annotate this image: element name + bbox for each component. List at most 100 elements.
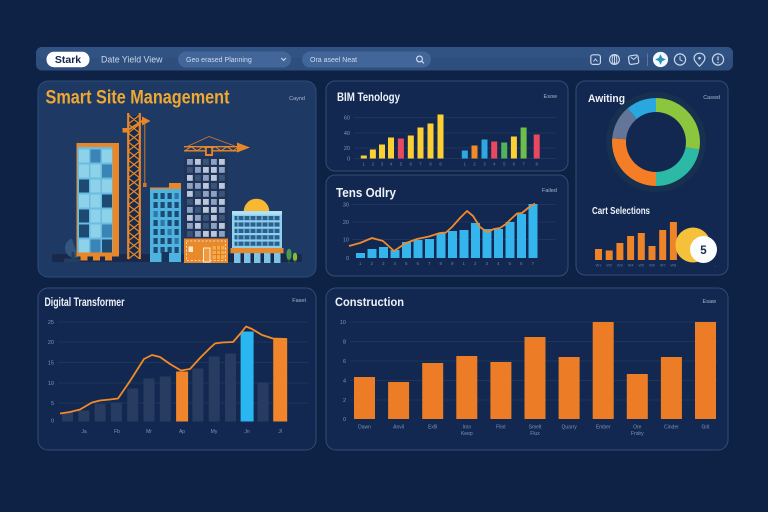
svg-text:40: 40 bbox=[344, 131, 350, 137]
svg-text:20: 20 bbox=[344, 146, 350, 152]
svg-text:W4: W4 bbox=[628, 264, 634, 268]
svg-text:6: 6 bbox=[343, 359, 346, 365]
svg-text:3: 3 bbox=[485, 261, 488, 266]
svg-text:25: 25 bbox=[48, 320, 54, 326]
svg-text:Fndry: Fndry bbox=[631, 431, 644, 437]
svg-text:Cart Selections: Cart Selections bbox=[592, 206, 650, 217]
svg-text:Date Yield View: Date Yield View bbox=[101, 55, 163, 65]
svg-text:Exfil: Exfil bbox=[428, 425, 437, 431]
svg-text:10: 10 bbox=[340, 320, 346, 326]
svg-text:7: 7 bbox=[522, 162, 525, 167]
svg-text:0: 0 bbox=[347, 157, 350, 163]
svg-text:Caswd: Caswd bbox=[703, 95, 720, 101]
svg-text:60: 60 bbox=[344, 116, 350, 122]
svg-text:Ap: Ap bbox=[179, 429, 185, 435]
svg-text:Iron: Iron bbox=[462, 425, 471, 431]
svg-text:3: 3 bbox=[381, 162, 384, 167]
svg-text:6: 6 bbox=[416, 261, 419, 266]
svg-text:Ora aseel Neat: Ora aseel Neat bbox=[310, 57, 357, 64]
svg-text:..: .. bbox=[714, 263, 716, 268]
svg-text:Flint: Flint bbox=[496, 425, 506, 431]
svg-text:20: 20 bbox=[48, 340, 54, 346]
svg-text:BIM Tenology: BIM Tenology bbox=[337, 92, 401, 104]
svg-text:8: 8 bbox=[535, 162, 538, 167]
svg-text:0: 0 bbox=[346, 256, 349, 262]
svg-text:0: 0 bbox=[343, 417, 346, 423]
svg-text:Ja: Ja bbox=[81, 429, 87, 435]
svg-text:Smart Site Management: Smart Site Management bbox=[46, 88, 231, 109]
svg-text:1: 1 bbox=[363, 162, 366, 167]
svg-text:5: 5 bbox=[700, 245, 707, 257]
svg-text:My: My bbox=[211, 429, 218, 435]
svg-text:1: 1 bbox=[462, 261, 465, 266]
svg-text:5: 5 bbox=[51, 401, 54, 407]
svg-text:2: 2 bbox=[474, 261, 477, 266]
svg-text:15: 15 bbox=[48, 361, 54, 367]
svg-text:Failed: Failed bbox=[542, 188, 557, 194]
svg-text:8: 8 bbox=[343, 340, 346, 346]
svg-text:Flux: Flux bbox=[530, 431, 540, 437]
svg-text:7: 7 bbox=[531, 261, 534, 266]
svg-text:9: 9 bbox=[439, 162, 442, 167]
svg-text:5: 5 bbox=[405, 261, 408, 266]
svg-text:8: 8 bbox=[429, 162, 432, 167]
svg-text:Mr: Mr bbox=[146, 429, 152, 435]
svg-text:5: 5 bbox=[503, 162, 506, 167]
svg-text:0: 0 bbox=[51, 419, 54, 425]
svg-text:Keep: Keep bbox=[461, 431, 473, 437]
svg-text:Tens Odlry: Tens Odlry bbox=[336, 185, 397, 200]
svg-text:Geo erased Planning: Geo erased Planning bbox=[186, 57, 252, 64]
svg-text:Grit: Grit bbox=[701, 425, 710, 431]
svg-text:Jl: Jl bbox=[278, 429, 282, 435]
svg-text:2: 2 bbox=[343, 398, 346, 404]
svg-text:Quarry: Quarry bbox=[561, 425, 577, 431]
svg-text:30: 30 bbox=[343, 203, 349, 209]
svg-text:W2: W2 bbox=[606, 264, 612, 268]
svg-text:3: 3 bbox=[483, 162, 486, 167]
svg-text:9: 9 bbox=[451, 261, 454, 266]
svg-text:W3: W3 bbox=[617, 264, 623, 268]
svg-text:8: 8 bbox=[439, 261, 442, 266]
svg-text:2: 2 bbox=[473, 162, 476, 167]
svg-text:Faset: Faset bbox=[292, 298, 306, 304]
svg-text:2: 2 bbox=[372, 162, 375, 167]
svg-text:6: 6 bbox=[410, 162, 413, 167]
svg-text:Dawn: Dawn bbox=[358, 425, 371, 431]
svg-text:2: 2 bbox=[370, 261, 373, 266]
svg-text:Esow: Esow bbox=[544, 94, 557, 100]
svg-text:Digital Transformer: Digital Transformer bbox=[45, 297, 125, 309]
svg-text:5: 5 bbox=[508, 261, 511, 266]
svg-text:5: 5 bbox=[400, 162, 403, 167]
svg-text:W8: W8 bbox=[671, 264, 677, 268]
svg-text:20: 20 bbox=[343, 220, 349, 226]
svg-text:Ember: Ember bbox=[596, 425, 611, 431]
svg-text:10: 10 bbox=[343, 238, 349, 244]
svg-text:4: 4 bbox=[493, 162, 496, 167]
svg-text:Stark: Stark bbox=[55, 54, 81, 66]
svg-text:Smelt: Smelt bbox=[529, 425, 542, 431]
svg-text:4: 4 bbox=[343, 379, 346, 385]
svg-text:Awiting: Awiting bbox=[588, 93, 625, 105]
svg-text:Caynd: Caynd bbox=[289, 96, 305, 102]
svg-text:Construction: Construction bbox=[335, 295, 404, 309]
svg-text:Cinder: Cinder bbox=[664, 425, 679, 431]
svg-text:7: 7 bbox=[419, 162, 422, 167]
svg-text:3: 3 bbox=[382, 261, 385, 266]
svg-text:6: 6 bbox=[513, 162, 516, 167]
svg-text:10: 10 bbox=[48, 381, 54, 387]
svg-text:Esaw: Esaw bbox=[703, 299, 716, 305]
svg-text:1: 1 bbox=[464, 162, 467, 167]
svg-text:7: 7 bbox=[428, 261, 431, 266]
svg-text:W6: W6 bbox=[649, 264, 655, 268]
svg-text:W7: W7 bbox=[660, 264, 666, 268]
svg-text:Anvil: Anvil bbox=[393, 425, 404, 431]
svg-text:W1: W1 bbox=[596, 264, 602, 268]
svg-text:1: 1 bbox=[359, 261, 362, 266]
svg-text:4: 4 bbox=[497, 261, 500, 266]
svg-text:4: 4 bbox=[390, 162, 393, 167]
svg-text:6: 6 bbox=[520, 261, 523, 266]
svg-text:Jn: Jn bbox=[244, 429, 250, 435]
svg-text:Ore: Ore bbox=[633, 425, 642, 431]
svg-text:W5: W5 bbox=[638, 264, 644, 268]
svg-text:4: 4 bbox=[393, 261, 396, 266]
